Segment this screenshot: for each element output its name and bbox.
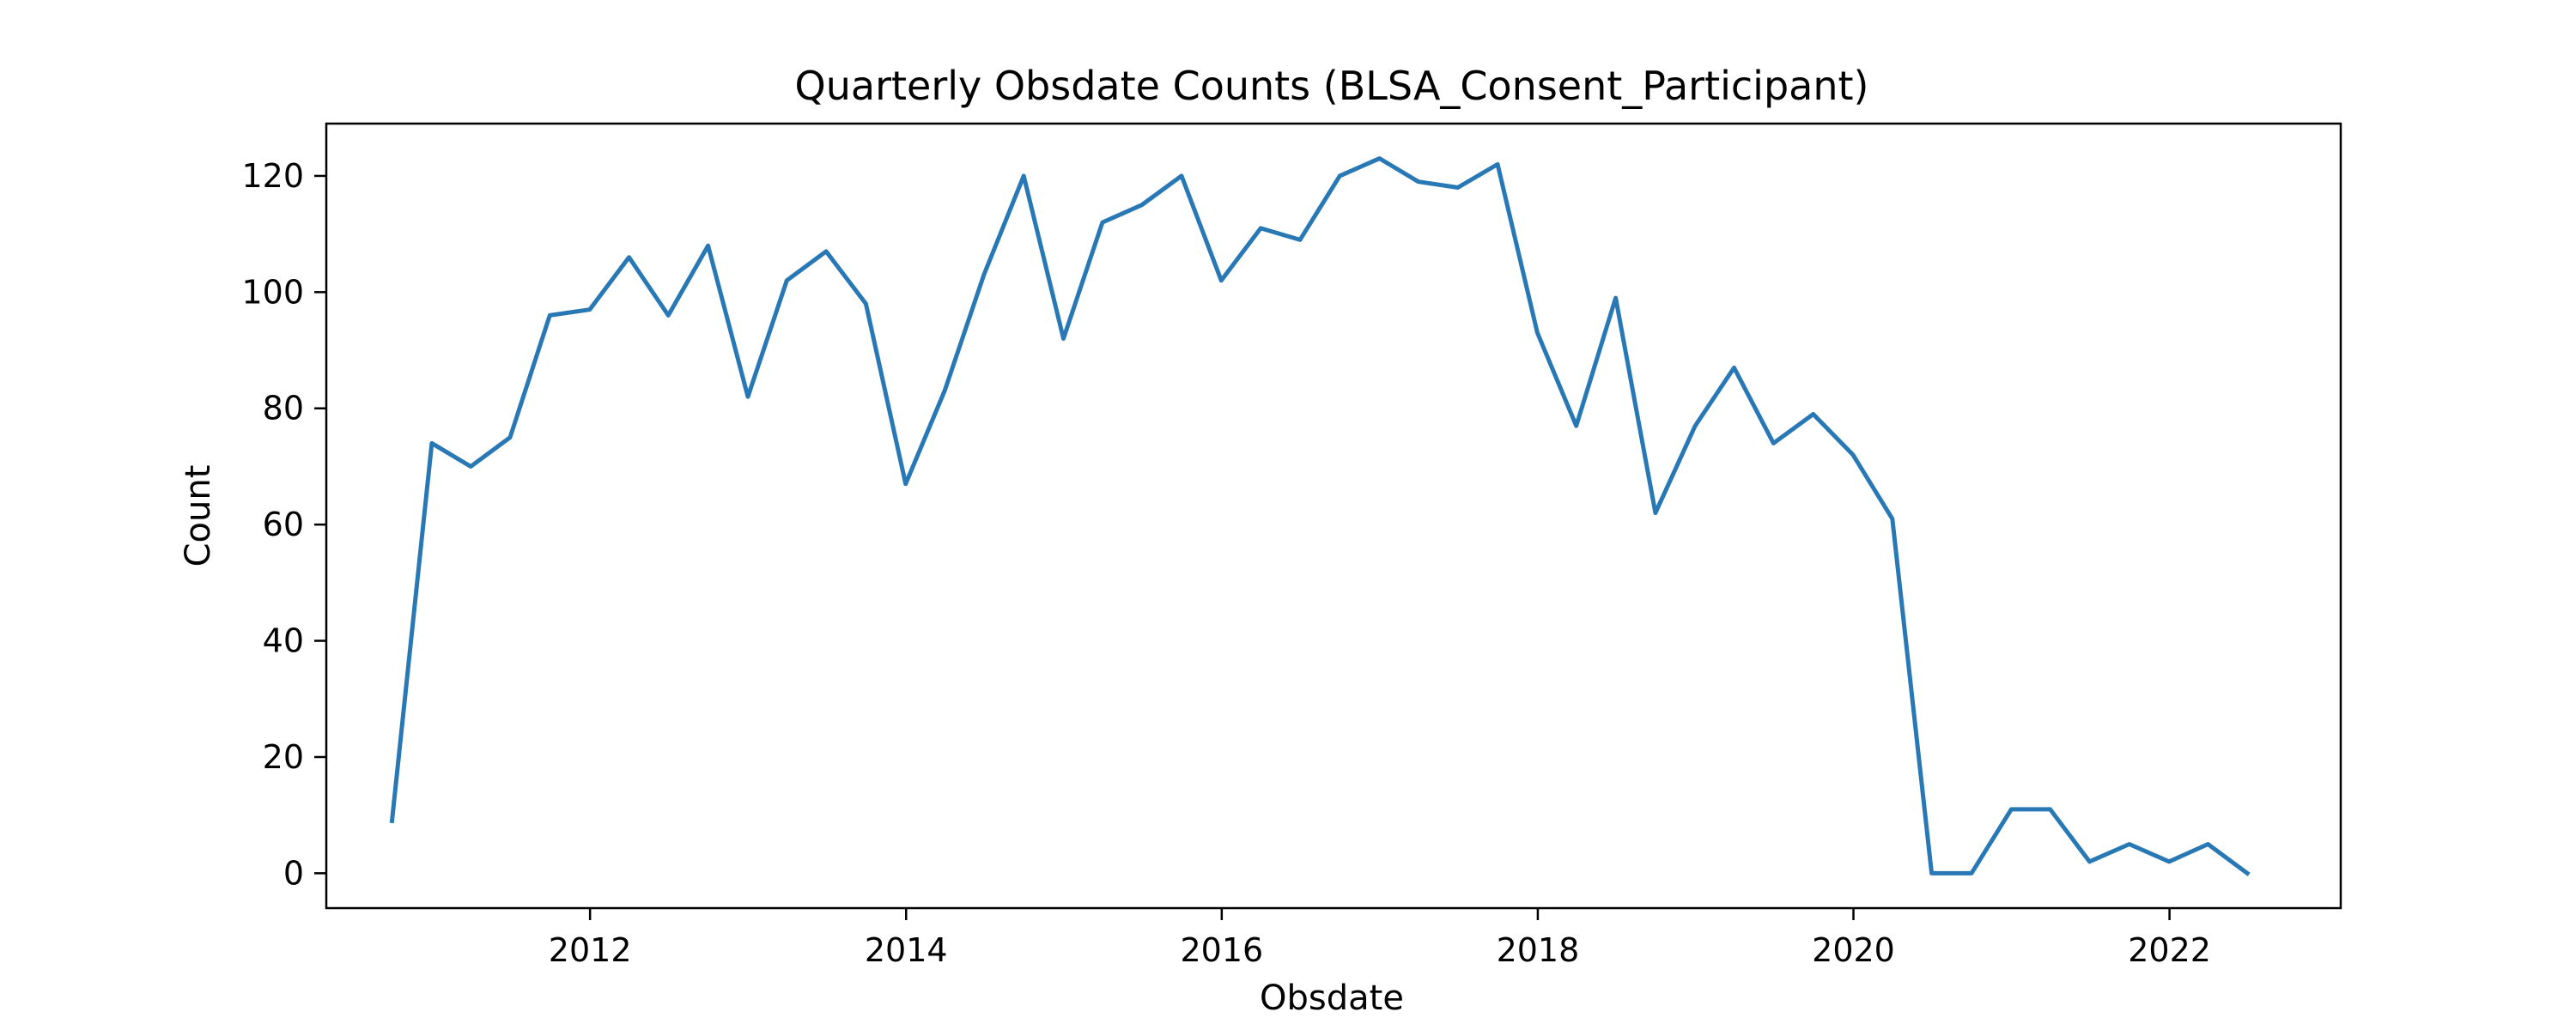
x-tick-label: 2022 [2128,931,2211,969]
x-tick-label: 2012 [549,931,632,969]
x-axis-label: Obsdate [1260,978,1404,1018]
x-tick-label: 2014 [865,931,948,969]
plot-frame [325,122,2342,910]
y-tick-label: 80 [263,390,304,427]
y-tick-label: 60 [263,506,304,543]
x-tick-label: 2018 [1497,931,1580,969]
y-tick-label: 0 [283,854,304,892]
y-tick-label: 40 [263,622,304,660]
y-tick-label: 120 [241,157,304,195]
x-axis: 2012 2014 2016 2018 2020 2022 [549,908,2211,969]
plot-series [389,156,2251,876]
y-tick-label: 100 [241,273,304,311]
x-tick-label: 2016 [1180,931,1263,969]
y-axis-label: Count [179,465,218,567]
series-line [389,156,2251,876]
x-tick-label: 2020 [1812,931,1895,969]
y-tick-label: 20 [263,738,304,776]
y-axis: 0 20 40 60 80 100 120 [241,157,326,892]
chart-title: Quarterly Obsdate Counts (BLSA_Consent_P… [795,63,1869,109]
